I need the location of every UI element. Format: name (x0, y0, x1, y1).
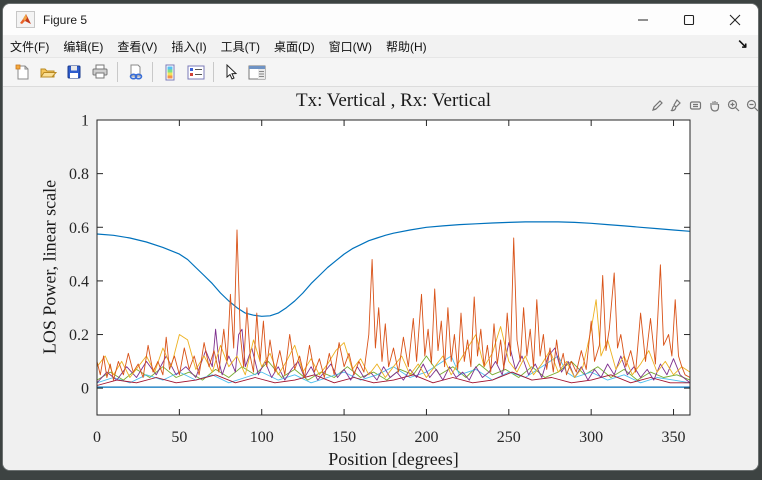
edit-pen-button[interactable] (649, 97, 665, 113)
print-figure-button[interactable] (87, 60, 113, 84)
matlab-logo-icon (16, 11, 35, 28)
toolbar-separator (152, 62, 153, 82)
menu-desktop[interactable]: 桌面(D) (273, 39, 315, 54)
menu-view[interactable]: 查看(V) (117, 39, 158, 54)
y-tick-label: 0.6 (69, 220, 89, 237)
edit-plot-button[interactable] (218, 60, 244, 84)
menu-window[interactable]: 窗口(W) (328, 39, 372, 54)
close-button[interactable] (712, 4, 758, 35)
menu-tools[interactable]: 工具(T) (220, 39, 260, 54)
brush-button[interactable] (668, 97, 684, 113)
datatip-icon (689, 100, 701, 110)
figure-window: Figure 5 文件(F) 编辑(E) 查看(V) 插入(I) 工具(T) 桌… (2, 3, 759, 471)
floppy-disk-icon (67, 65, 81, 79)
save-figure-button[interactable] (61, 60, 87, 84)
axes-toolbar (647, 96, 758, 114)
y-tick-label: 0.2 (69, 327, 89, 344)
zoom-in-icon (727, 99, 739, 111)
x-tick-label: 0 (93, 429, 101, 446)
property-inspector-button[interactable] (244, 60, 270, 84)
y-axis-label: LOS Power, linear scale (39, 179, 60, 355)
title-bar: Figure 5 (3, 4, 758, 35)
series-mpc-orange (96, 229, 691, 381)
open-folder-icon (40, 68, 57, 77)
zoom-out-button[interactable] (744, 97, 758, 113)
menu-bar: 文件(F) 编辑(E) 查看(V) 插入(I) 工具(T) 桌面(D) 窗口(W… (3, 35, 758, 58)
x-axis-label: Position [degrees] (328, 449, 459, 469)
open-file-button[interactable] (35, 60, 61, 84)
minimize-button[interactable] (620, 4, 666, 35)
colorbar-icon (165, 64, 175, 80)
plot-title: Tx: Vertical , Rx: Vertical (295, 90, 492, 111)
figure-toolbar (3, 58, 758, 87)
datatips-button[interactable] (687, 97, 703, 113)
zoom-out-icon (746, 99, 758, 111)
new-figure-button[interactable] (9, 60, 35, 84)
figure-canvas: 0 50 100 150 200 250 300 350 0 0.2 0.4 0.6 0.8 1 Tx: … (3, 87, 758, 470)
legend-icon (187, 65, 205, 79)
y-tick-label: 0 (81, 381, 89, 398)
toolbar-separator (117, 62, 118, 82)
y-tick-label: 0.8 (69, 166, 89, 183)
axes-box (96, 119, 691, 416)
x-tick-label: 300 (579, 429, 603, 446)
hand-pan-icon (709, 100, 719, 112)
dock-figure-icon[interactable]: ↘ (737, 36, 748, 51)
pan-button[interactable] (706, 97, 722, 113)
x-tick-label: 50 (171, 429, 187, 446)
pen-icon (651, 99, 663, 111)
x-tick-label: 200 (414, 429, 438, 446)
insert-colorbar-button[interactable] (157, 60, 183, 84)
link-plot-button[interactable] (122, 60, 148, 84)
series-mpc-maroon (96, 371, 690, 386)
x-tick-label: 250 (497, 429, 521, 446)
link-icon (129, 64, 142, 80)
insert-legend-button[interactable] (183, 60, 209, 84)
zoom-in-button[interactable] (725, 97, 741, 113)
x-tick-label: 150 (332, 429, 356, 446)
y-tick-label: 1 (81, 113, 89, 130)
cursor-arrow-icon (226, 64, 238, 80)
series-mpc-purple (96, 328, 691, 384)
y-tick-label: 0.4 (69, 273, 89, 290)
toolbar-separator (213, 62, 214, 82)
series-los-smooth (96, 221, 691, 317)
new-document-icon (15, 64, 28, 79)
window-title: Figure 5 (43, 12, 88, 27)
menu-file[interactable]: 文件(F) (10, 39, 50, 54)
x-tick-label: 350 (662, 429, 686, 446)
property-editor-icon (248, 65, 266, 79)
maximize-button[interactable] (666, 4, 712, 35)
axes-plot: 0 50 100 150 200 250 300 350 0 0.2 0.4 0.6 0.8 1 (69, 113, 691, 446)
menu-help[interactable]: 帮助(H) (385, 39, 427, 54)
brush-icon (669, 98, 681, 111)
menu-insert[interactable]: 插入(I) (171, 39, 207, 54)
printer-icon (92, 64, 108, 79)
x-tick-label: 100 (250, 429, 274, 446)
menu-edit[interactable]: 编辑(E) (63, 39, 104, 54)
axes-background (97, 120, 690, 415)
